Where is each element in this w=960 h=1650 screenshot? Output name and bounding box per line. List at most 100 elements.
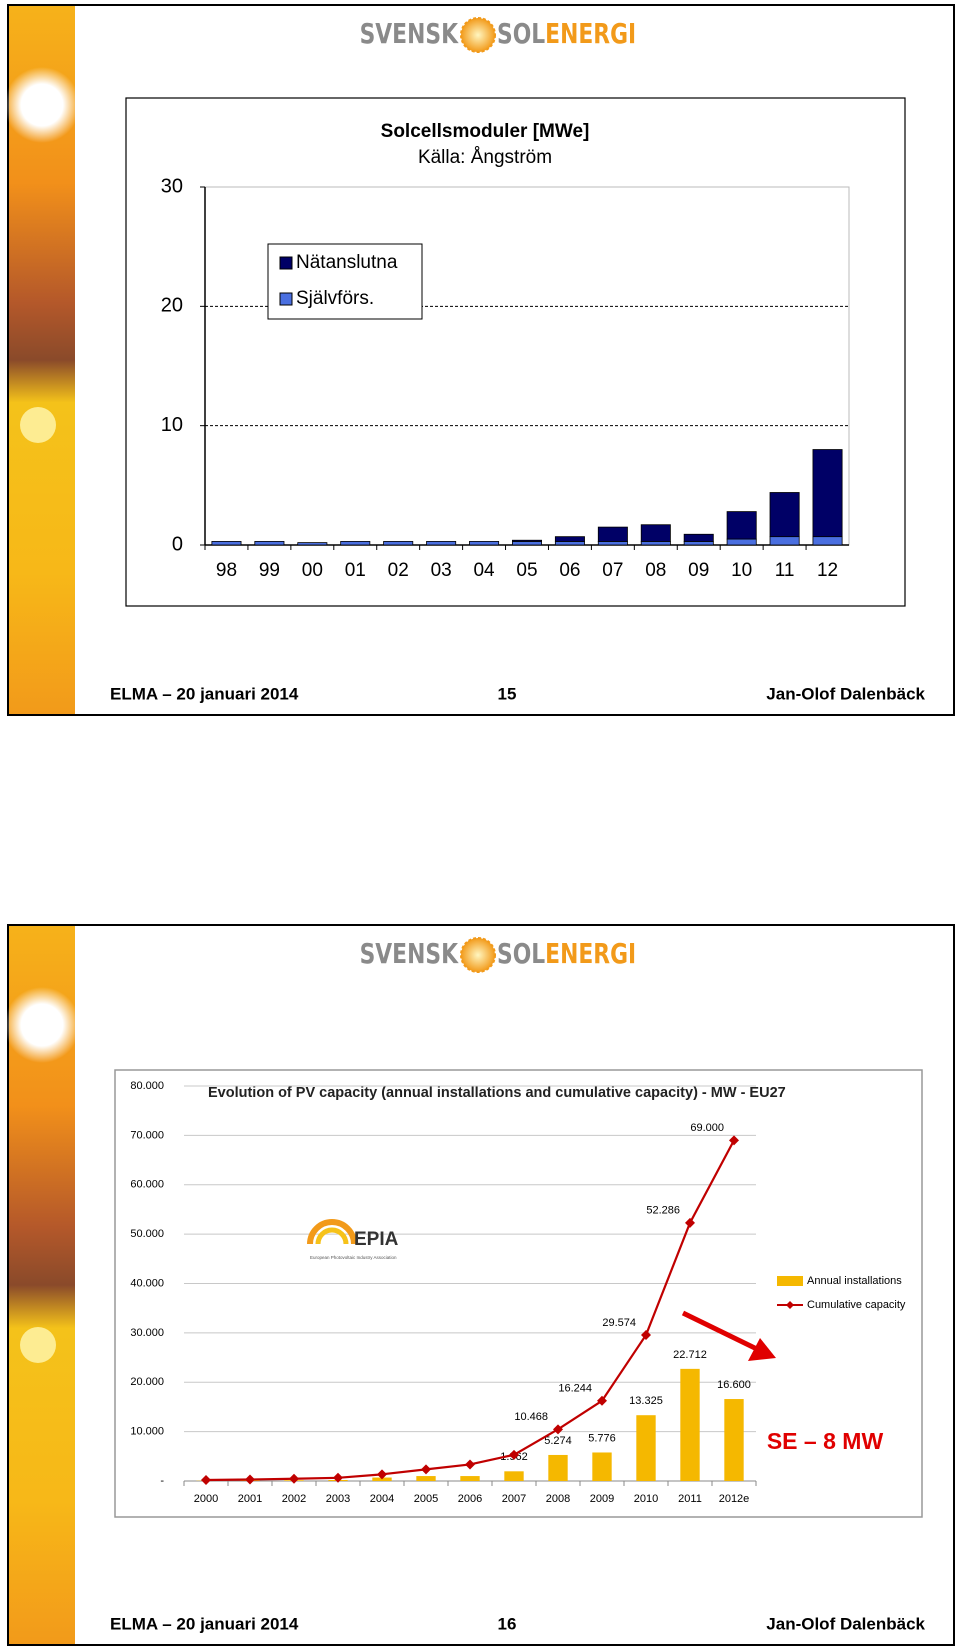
bar-segment [769,492,800,538]
marker [421,1464,431,1475]
x-tick-label: 12 [817,560,838,581]
x-tick-label: 2005 [414,1493,438,1505]
legend-swatch [279,256,293,270]
x-tick-label: 2012e [719,1493,750,1505]
line-value-label: 69.000 [690,1122,724,1134]
bar-segment [469,541,500,546]
x-tick-label: 2006 [458,1493,482,1505]
logo-text: SVENSK [360,937,460,969]
y-tick-label: 10.000 [130,1426,164,1438]
x-tick-label: 10 [731,560,752,581]
marker [729,1135,739,1146]
y-tick-label: 30.000 [130,1327,164,1339]
y-tick-label: 10 [161,414,183,436]
logo-text: SVENSK [360,17,460,49]
logo-energi: ENERGI [545,17,636,49]
marker [289,1473,299,1484]
legend-label: Annual installations [807,1275,902,1287]
bar [460,1476,480,1481]
marker [201,1475,211,1486]
x-tick-label: 2011 [678,1493,702,1505]
x-tick-label: 2004 [370,1493,394,1505]
bar-segment [769,536,800,546]
y-tick-label: 20 [161,295,183,317]
marker [333,1472,343,1483]
marker [641,1329,651,1340]
footer-left: ELMA – 20 januari 2014 [110,1614,299,1633]
x-tick-label: 2009 [590,1493,614,1505]
x-tick-label: 2008 [546,1493,570,1505]
x-tick-label: 99 [259,560,280,581]
epia-arc [315,1227,349,1245]
marker [377,1469,387,1480]
chart-subtitle: Källa: Ångström [418,147,552,168]
bar-value-label: 22.712 [673,1349,707,1361]
marker [465,1459,475,1470]
x-tick-label: 2007 [502,1493,526,1505]
bar-segment [683,541,714,546]
x-tick-label: 04 [473,560,495,581]
bar [504,1471,524,1481]
line-value-label: 52.286 [646,1205,680,1217]
logo-sol: SOL [497,17,545,49]
y-tick-label: 60.000 [130,1179,164,1191]
bar-segment [726,511,757,540]
logo-text: SOLENERGI [497,17,636,49]
legend-swatch [777,1276,803,1286]
marker [509,1449,519,1460]
sun [4,987,80,1063]
x-tick-label: 03 [431,560,452,581]
marker [245,1474,255,1485]
logo-sol: SOL [497,937,545,969]
marker [685,1217,695,1228]
x-tick-label: 2001 [238,1493,262,1505]
epia-arc [307,1219,357,1245]
sun-reflection [20,407,56,443]
line-value-label: 16.244 [558,1383,592,1395]
bar-segment [640,524,671,542]
bar-segment [512,539,542,542]
bar-segment [340,541,371,546]
chart-title: Evolution of PV capacity (annual install… [208,1085,786,1101]
bar [416,1476,436,1481]
footer-page: 16 [498,1614,517,1633]
y-tick-label: 50.000 [130,1228,164,1240]
x-tick-label: 09 [688,560,709,581]
chart-title: Solcellsmoduler [MWe] [381,121,590,142]
x-tick-label: 06 [559,560,580,581]
line-value-label: 10.468 [514,1411,548,1423]
legend-box [267,243,423,320]
bar-segment [640,541,671,546]
x-tick-label: 02 [388,560,409,581]
x-tick-label: 11 [775,560,795,581]
epia-tagline: European Photovoltaic Industry Associati… [310,1255,397,1260]
y-tick-label: 30 [161,175,183,197]
bar-value-label: 16.600 [717,1379,751,1391]
x-tick-label: 05 [516,560,537,581]
bar-segment [554,536,585,542]
bar-segment [254,541,285,546]
bar [724,1399,744,1481]
footer-right: Jan-Olof Dalenbäck [766,1614,925,1633]
sun-reflection [20,1327,56,1363]
arrow-head [748,1338,776,1361]
footer-left: ELMA – 20 januari 2014 [110,684,299,703]
x-tick-label: 2000 [194,1493,218,1505]
y-tick-label: 80.000 [130,1080,164,1092]
bar-segment [554,541,585,546]
marker [597,1395,607,1406]
x-tick-label: 07 [602,560,623,581]
epia-name: EPIA [354,1229,399,1250]
legend-label: Självförs. [296,288,374,309]
bar-segment [297,542,328,546]
line-value-label: 29.574 [602,1317,636,1329]
chart-frame [114,1069,923,1518]
bar [680,1368,700,1481]
bar-segment [683,533,714,542]
y-tick-label: - [160,1475,164,1487]
marker [553,1424,563,1435]
footer-page: 15 [498,684,517,703]
x-tick-label: 2010 [634,1493,658,1505]
y-tick-label: 70.000 [130,1129,164,1141]
